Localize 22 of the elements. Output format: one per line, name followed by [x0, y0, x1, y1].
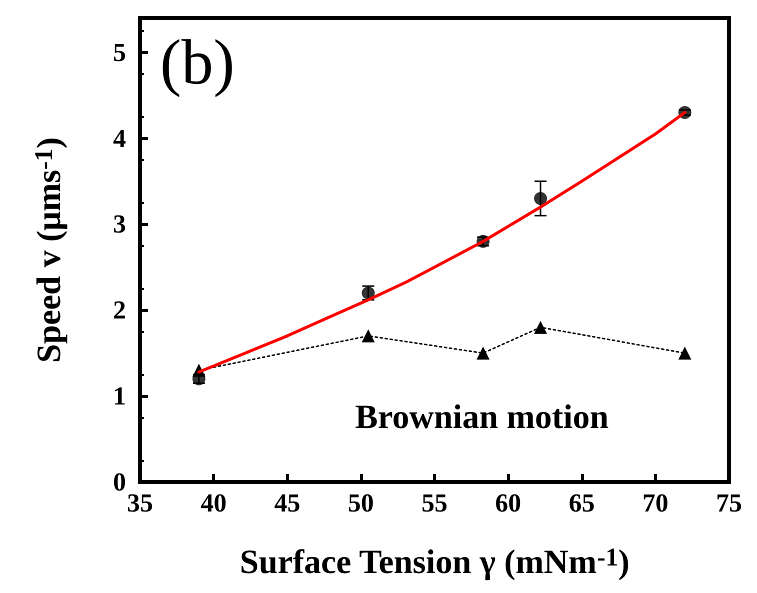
y-axis-title: Speed v (μms-1) [29, 137, 68, 363]
x-tick-label: 50 [348, 488, 374, 518]
x-tick-label: 35 [127, 488, 153, 518]
y-tick-label: 2 [113, 296, 126, 325]
series-label: Brownian motion [355, 398, 609, 436]
y-tick-label: 1 [113, 382, 126, 411]
point [534, 320, 548, 334]
x-tick-label: 60 [495, 488, 522, 518]
x-tick-label: 70 [642, 488, 668, 518]
x-tick-label: 65 [568, 488, 595, 518]
x-tick-label: 45 [274, 488, 300, 518]
y-tick-label: 5 [113, 38, 126, 67]
x-tick-label: 40 [200, 488, 227, 518]
y-tick-label: 3 [113, 210, 126, 239]
y-tick-label: 0 [113, 468, 126, 496]
point [362, 329, 375, 342]
point [678, 346, 692, 360]
annotation: (b) [160, 26, 235, 98]
y-tick-label: 4 [113, 124, 126, 153]
point [476, 346, 490, 360]
x-tick-label: 75 [716, 488, 742, 518]
x-tick-label: 55 [422, 488, 448, 518]
